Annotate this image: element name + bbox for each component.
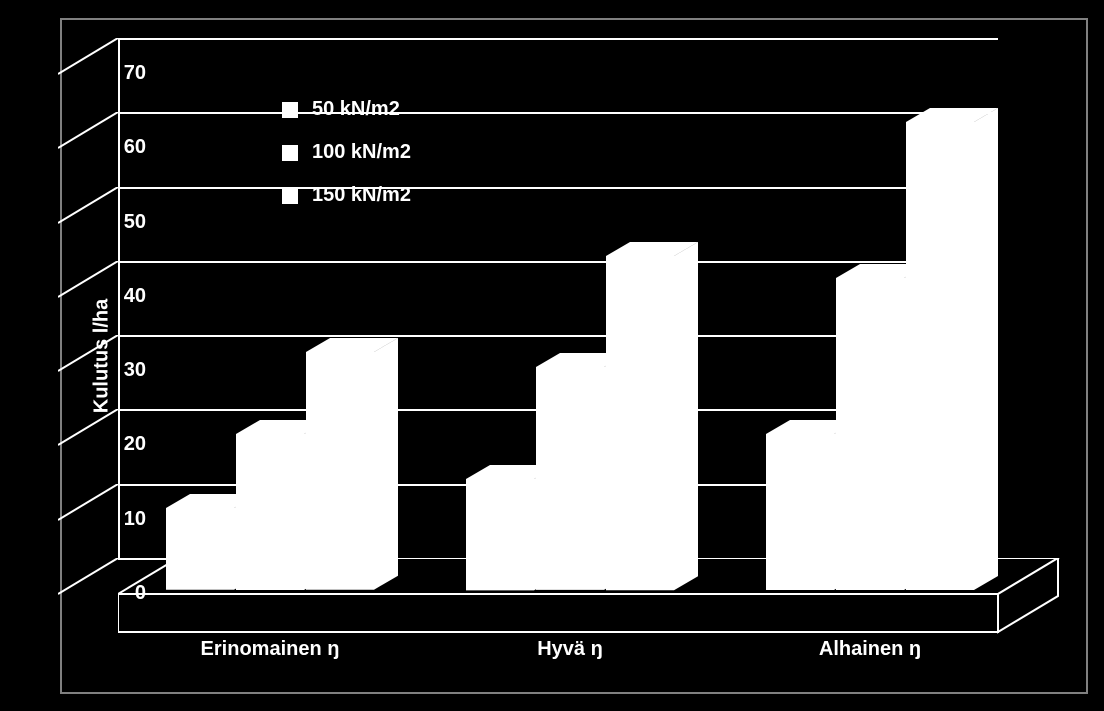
x-tick-label: Alhainen ŋ [819,638,921,661]
legend-swatch-0 [282,102,298,118]
legend-swatch-2 [282,188,298,204]
y-tick-label: 70 [102,62,146,85]
gridline [118,261,998,263]
y-tick-label: 50 [102,211,146,234]
gridline [118,187,998,189]
legend-label-2: 150 kN/m2 [312,184,411,207]
plot-area: 010203040506070 [118,38,1058,634]
bar [906,108,998,590]
y-tick-label: 0 [102,582,146,605]
legend-label-0: 50 kN/m2 [312,98,400,121]
y-tick-label: 40 [102,285,146,308]
gridline [118,112,998,114]
gridline [118,38,998,40]
chart-frame: Kulutus l/ha 010203040506070 Erinomainen… [60,18,1088,694]
legend-swatch-1 [282,145,298,161]
bar [306,338,398,590]
legend-item-0: 50 kN/m2 [282,98,502,121]
legend: 50 kN/m2 100 kN/m2 150 kN/m2 [282,98,502,227]
legend-item-2: 150 kN/m2 [282,184,502,207]
y-tick-label: 20 [102,433,146,456]
legend-item-1: 100 kN/m2 [282,141,502,164]
bar [606,242,698,590]
x-tick-label: Hyvä ŋ [537,638,603,661]
x-tick-label: Erinomainen ŋ [201,638,340,661]
y-tick-label: 30 [102,359,146,382]
y-tick-label: 60 [102,136,146,159]
legend-label-1: 100 kN/m2 [312,141,411,164]
y-tick-label: 10 [102,508,146,531]
